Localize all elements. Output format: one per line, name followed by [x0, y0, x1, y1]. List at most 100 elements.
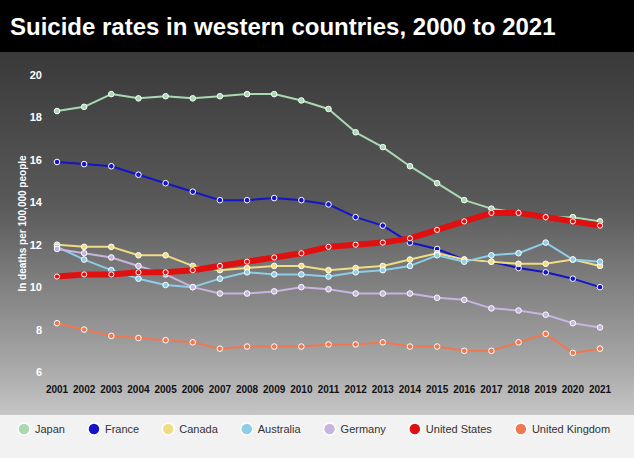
data-point	[136, 263, 142, 269]
x-tick-label: 2002	[73, 384, 96, 395]
data-point	[461, 259, 467, 265]
y-tick-label: 6	[36, 366, 42, 378]
data-point	[326, 342, 332, 348]
data-point	[543, 240, 549, 246]
data-point	[353, 129, 359, 135]
data-point	[353, 242, 358, 247]
data-point	[109, 163, 115, 169]
series-line	[57, 243, 600, 288]
data-point	[434, 295, 440, 301]
data-point	[407, 291, 413, 297]
data-point	[543, 215, 548, 220]
legend-label: Japan	[35, 423, 65, 435]
data-point	[543, 312, 549, 318]
data-point	[54, 274, 59, 279]
data-point	[109, 244, 115, 250]
data-point	[326, 106, 332, 112]
data-point	[299, 251, 304, 256]
data-point	[435, 227, 440, 232]
data-point	[81, 257, 87, 263]
background	[0, 0, 634, 458]
data-point	[109, 255, 115, 261]
data-point	[380, 144, 386, 150]
legend-swatch	[18, 423, 30, 435]
data-point	[271, 263, 277, 269]
x-tick-label: 2015	[426, 384, 449, 395]
x-tick-label: 2014	[399, 384, 422, 395]
data-point	[353, 342, 359, 348]
data-point	[271, 289, 277, 295]
data-point	[190, 189, 196, 195]
legend-label: United States	[426, 423, 493, 435]
data-point	[407, 236, 412, 241]
data-point	[326, 267, 332, 273]
legend-label: United Kingdom	[532, 423, 610, 435]
legend-swatch	[88, 423, 100, 435]
data-point	[190, 268, 195, 273]
data-point	[597, 284, 603, 290]
data-point	[109, 272, 114, 277]
data-point	[489, 306, 495, 312]
data-point	[136, 270, 141, 275]
y-tick-label: 10	[30, 281, 42, 293]
plot-area	[54, 91, 603, 355]
data-point	[407, 263, 413, 269]
data-point	[271, 272, 277, 278]
data-point	[163, 93, 169, 99]
data-point	[543, 331, 549, 337]
x-tick-label: 2005	[154, 384, 177, 395]
data-point	[136, 253, 142, 259]
data-point	[54, 108, 60, 114]
series-line	[57, 94, 600, 221]
title: Suicide rates in western countries, 2000…	[10, 13, 556, 40]
x-tick-label: 2010	[290, 384, 313, 395]
data-point	[434, 180, 440, 186]
data-point	[217, 276, 223, 282]
data-point	[597, 223, 602, 228]
data-point	[462, 219, 467, 224]
data-point	[516, 261, 522, 267]
data-point	[244, 291, 250, 297]
data-point	[380, 267, 386, 273]
data-point	[570, 257, 576, 263]
series-line	[57, 249, 600, 327]
data-point	[217, 291, 223, 297]
data-point	[81, 327, 87, 333]
data-point	[489, 210, 494, 215]
data-point	[380, 240, 385, 245]
data-point	[407, 257, 413, 263]
data-point	[81, 161, 87, 167]
x-tick-label: 2016	[453, 384, 476, 395]
x-tick-label: 2017	[480, 384, 503, 395]
data-point	[489, 259, 495, 265]
series-line	[57, 162, 600, 287]
data-point	[82, 272, 87, 277]
data-point	[299, 263, 305, 269]
data-point	[461, 297, 467, 303]
data-point	[434, 344, 440, 350]
x-tick-label: 2003	[100, 384, 123, 395]
title-bar	[0, 0, 634, 52]
data-point	[570, 350, 576, 356]
x-tick-label: 2013	[372, 384, 395, 395]
y-tick-label: 18	[30, 111, 42, 123]
x-tick-label: 2009	[263, 384, 286, 395]
legend-label: France	[105, 423, 139, 435]
data-point	[597, 346, 603, 352]
data-point	[190, 340, 196, 346]
x-tick-label: 2007	[209, 384, 232, 395]
data-point	[54, 320, 60, 326]
y-tick-label: 16	[30, 154, 42, 166]
data-point	[271, 91, 277, 97]
data-point	[516, 210, 521, 215]
x-tick-label: 2012	[345, 384, 368, 395]
legend-background	[0, 415, 634, 458]
y-axis-label: In deaths per 100,000 people	[17, 155, 28, 292]
data-point	[136, 96, 142, 102]
y-tick-label: 20	[30, 69, 42, 81]
data-point	[54, 159, 60, 165]
x-tick-label: 2019	[535, 384, 558, 395]
data-point	[543, 269, 549, 275]
y-tick-label: 14	[30, 196, 43, 208]
x-tick-label: 2008	[236, 384, 259, 395]
